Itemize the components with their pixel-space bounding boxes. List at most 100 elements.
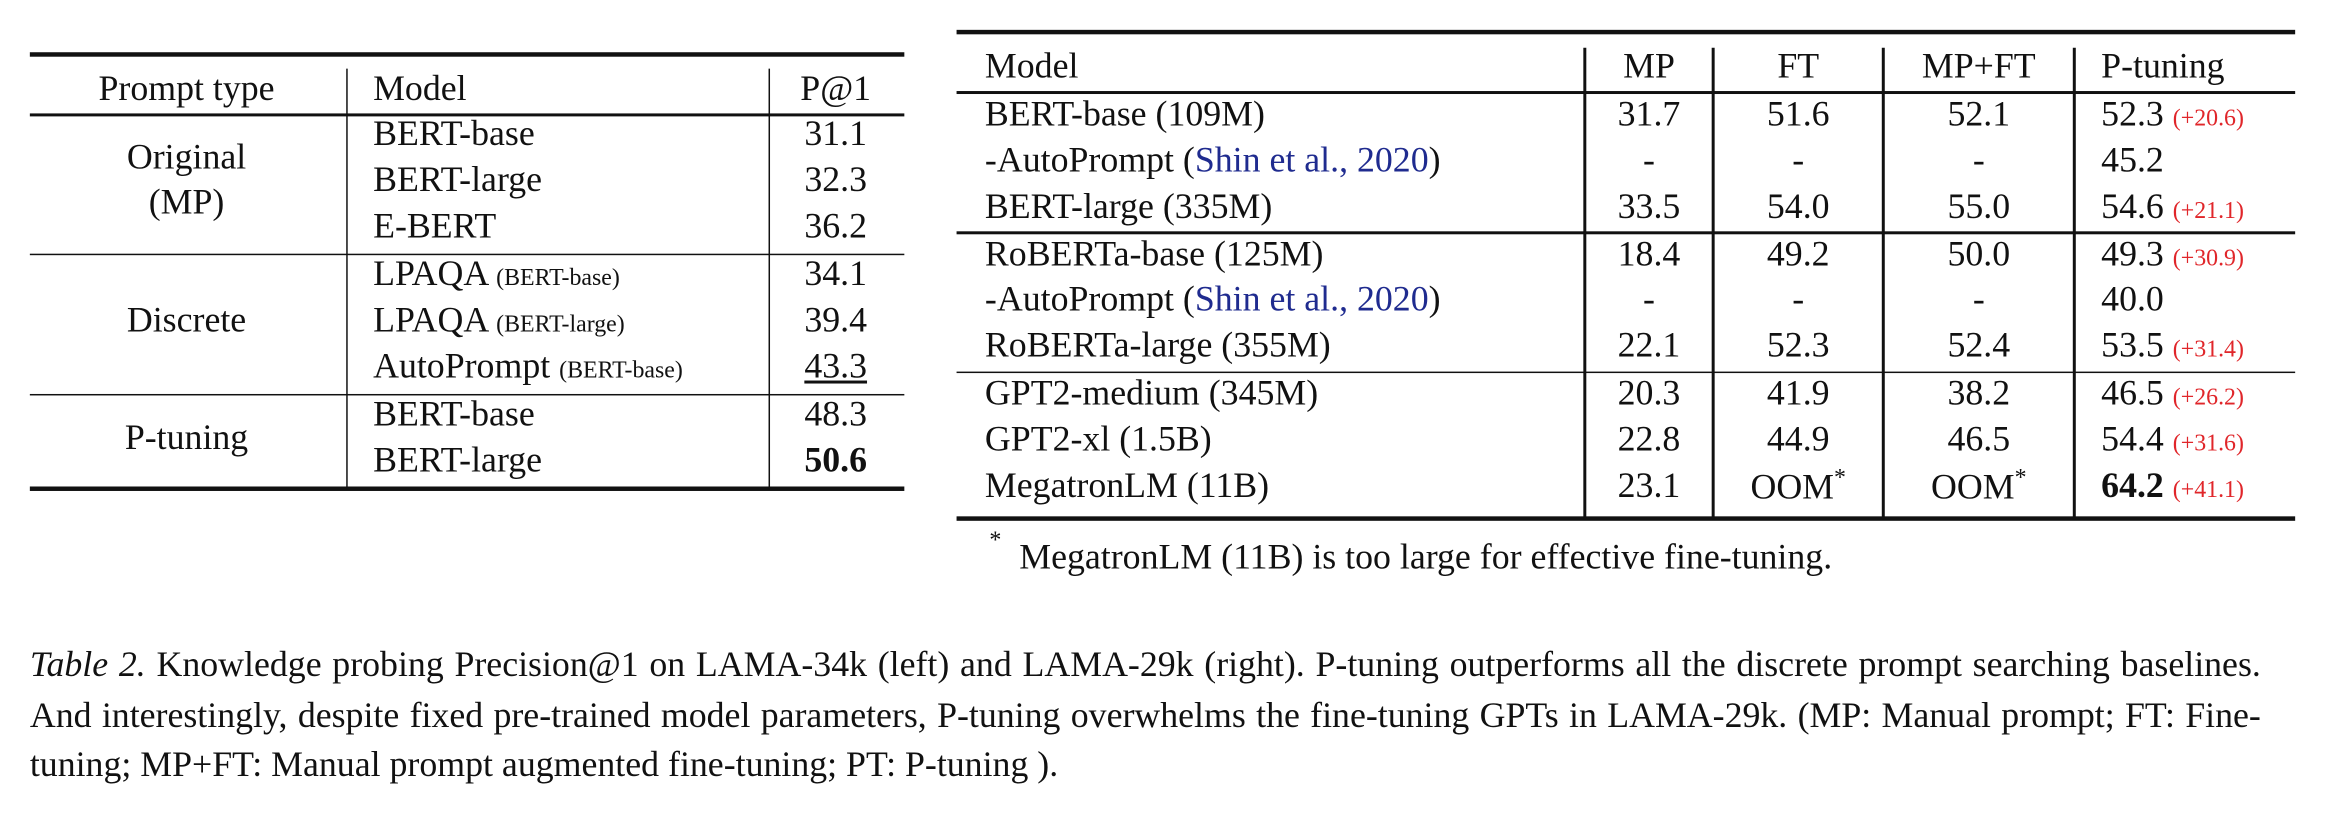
prompt-type: Original: [126, 138, 247, 178]
value: 18.4: [1617, 235, 1681, 274]
ptuning-cell: 53.5 (+31.4): [2101, 329, 2244, 365]
value-cell: -: [1643, 143, 1655, 179]
value-cell: 34.1: [804, 255, 868, 294]
rule: [29, 113, 905, 116]
value: 38.2: [1947, 374, 2011, 414]
model-cell: RoBERTa-large (355M): [984, 327, 1331, 366]
model-cell: RoBERTa-base (125M): [984, 235, 1324, 274]
value-cell: 54.0: [1767, 189, 1830, 225]
model-cell: BERT-base: [373, 397, 535, 433]
model-name: BERT-large: [373, 161, 543, 200]
gain: (+30.9): [2172, 245, 2244, 271]
model-cell: BERT-base (109M): [984, 95, 1265, 135]
header-cell: MP+FT: [1921, 47, 2036, 87]
rule: [29, 52, 905, 57]
model-name: LPAQA: [373, 301, 488, 341]
rule: [1882, 47, 1885, 520]
prompt-type: Discrete: [126, 301, 247, 341]
value: 46.5: [1947, 420, 2011, 460]
value: -: [1792, 141, 1805, 181]
value: -: [1972, 281, 1985, 320]
footnote: MegatronLM (11B) is too large for effect…: [1019, 538, 1833, 578]
value-cell: 36.2: [804, 207, 868, 247]
value-cell: OOM*: [1750, 465, 1846, 508]
value-cell: 20.3: [1618, 376, 1681, 412]
value: 53.5: [2101, 327, 2164, 366]
prompt-type: (MP): [148, 183, 225, 223]
citation: Shin et al., 2020: [1194, 281, 1429, 320]
rule: [345, 68, 348, 489]
value: 31.7: [1617, 95, 1681, 135]
value: 54.0: [1766, 187, 1830, 227]
value-cell: OOM*: [1931, 465, 2027, 506]
value: 51.6: [1766, 95, 1830, 135]
ptuning-cell: 45.2: [2101, 143, 2164, 179]
model-cell: BERT-large: [373, 163, 542, 199]
value: 46.5: [2101, 374, 2164, 414]
value-cell: 44.9: [1767, 422, 1830, 458]
value: 64.2: [2101, 466, 2164, 506]
model-name: BERT-base: [373, 114, 535, 154]
value-cell: 46.5: [1947, 422, 2010, 458]
caption-text: Knowledge probing Precision@1 on LAMA-34…: [29, 646, 2261, 785]
ptuning-cell: 54.6 (+21.1): [2101, 189, 2244, 225]
ptuning-cell: 46.5 (+26.2): [2101, 376, 2244, 412]
model-cell: -AutoPrompt (Shin et al., 2020): [985, 143, 1441, 179]
value: 22.8: [1617, 420, 1681, 460]
model-cell: GPT2-xl (1.5B): [984, 420, 1212, 460]
value: 50.0: [1947, 235, 2011, 274]
value-cell: 22.8: [1618, 422, 1681, 458]
ptuning-cell: 54.4 (+31.6): [2101, 422, 2244, 458]
value: 52.3: [1766, 327, 1830, 366]
value-cell: 41.9: [1767, 376, 1830, 412]
gain: (+31.6): [2172, 431, 2244, 457]
model-name: BERT-base: [373, 395, 535, 435]
value-cell: 52.3: [1767, 329, 1830, 365]
value-cell: 32.3: [804, 161, 868, 200]
value-cell: 43.3: [804, 347, 868, 387]
value: OOM: [1750, 468, 1835, 508]
footnote-mark: *: [1834, 465, 1846, 491]
value: 22.1: [1617, 327, 1681, 366]
rule: [956, 91, 2296, 94]
model-name: ): [1428, 141, 1441, 181]
value-cell: -: [1973, 143, 1985, 179]
rule: [956, 371, 2296, 374]
rule: [767, 68, 771, 489]
rule: [29, 486, 905, 491]
value: -: [1643, 141, 1655, 181]
rule: [29, 252, 905, 256]
footnote-mark: *: [2014, 465, 2027, 491]
rule: [1712, 47, 1715, 520]
header-cell: P-tuning: [2101, 47, 2225, 87]
value: 40.0: [2101, 281, 2164, 320]
caption-label: Table 2.: [29, 646, 146, 685]
model-cell: -AutoPrompt (Shin et al., 2020): [985, 283, 1441, 319]
value: 23.1: [1617, 466, 1681, 506]
value: 54.6: [2101, 187, 2164, 227]
model-cell: MegatronLM (11B): [984, 466, 1270, 506]
value-cell: 50.6: [804, 441, 868, 481]
value-cell: 22.1: [1618, 329, 1681, 365]
model-name: ): [1428, 281, 1441, 320]
model-cell: BERT-base: [373, 116, 535, 152]
value-cell: 31.7: [1618, 97, 1681, 133]
model-name: -AutoPrompt (: [984, 281, 1195, 320]
value-cell: -: [1973, 283, 1985, 319]
gain: (+20.6): [2172, 105, 2244, 132]
model-note: (BERT-base): [496, 265, 620, 291]
value-cell: -: [1792, 143, 1804, 179]
value: 41.9: [1766, 374, 1830, 414]
model-cell: E-BERT: [373, 209, 496, 245]
caption: Table 2. Knowledge probing Precision@1 o…: [30, 642, 2261, 792]
value-cell: 18.4: [1618, 237, 1681, 273]
gain: (+21.1): [2172, 197, 2244, 224]
model-note: (BERT-base): [559, 358, 683, 384]
model-cell: GPT2-medium (345M): [984, 374, 1319, 414]
header-cell: P@1: [800, 70, 872, 109]
value-cell: 55.0: [1947, 189, 2010, 225]
rule: [956, 29, 2296, 35]
prompt-type: P-tuning: [124, 418, 249, 458]
value-cell: 48.3: [804, 395, 868, 435]
